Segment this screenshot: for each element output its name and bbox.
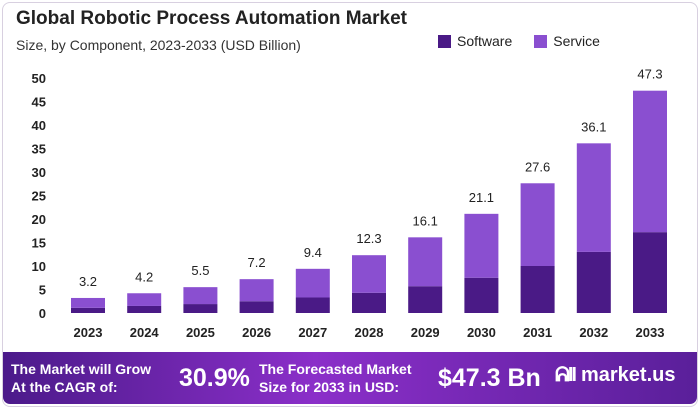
cagr-label: The Market will Grow At the CAGR of: [11, 360, 151, 396]
legend-swatch [438, 35, 451, 48]
bar-software-2023 [71, 307, 105, 313]
data-label: 12.3 [356, 231, 381, 246]
bar-service-2027 [295, 268, 330, 298]
data-label: 7.2 [248, 255, 266, 270]
legend-label: Software [457, 33, 513, 49]
legend-label: Service [553, 33, 600, 49]
bar-service-2023 [71, 297, 105, 308]
legend: Software Service [438, 33, 600, 49]
cagr-label-line: At the CAGR of: [11, 379, 118, 395]
bar-software-2027 [295, 297, 330, 313]
data-label: 4.2 [135, 269, 153, 284]
y-tick-label: 20 [32, 212, 46, 227]
y-tick-label: 10 [32, 259, 46, 274]
chart-subtitle: Size, by Component, 2023-2033 (USD Billi… [16, 37, 301, 53]
data-label: 5.5 [191, 263, 209, 278]
x-tick-label: 2026 [242, 325, 271, 340]
bar-chart: 051015202530354045503.220234.220245.5202… [32, 67, 667, 340]
bar-software-2026 [239, 301, 274, 313]
x-tick-label: 2024 [130, 325, 160, 340]
data-label: 27.6 [525, 159, 550, 174]
bar-service-2031 [520, 183, 555, 266]
brand-logo: ᕱII market.us [555, 364, 675, 387]
y-tick-label: 5 [39, 283, 46, 298]
bar-service-2028 [352, 255, 386, 293]
bar-software-2025 [183, 304, 218, 313]
brand-name: market.us [580, 364, 676, 386]
x-tick-label: 2025 [186, 325, 215, 340]
data-label: 9.4 [304, 245, 322, 260]
x-tick-label: 2033 [636, 325, 665, 340]
x-tick-label: 2030 [467, 325, 496, 340]
x-tick-label: 2027 [298, 325, 327, 340]
bar-service-2033 [633, 90, 667, 233]
forecast-label-line: The Forecasted Market [259, 361, 412, 377]
y-tick-label: 25 [32, 189, 46, 204]
chart-title: Global Robotic Process Automation Market [16, 8, 407, 29]
bar-software-2031 [520, 266, 555, 313]
bar-service-2025 [183, 287, 218, 305]
x-tick-label: 2023 [74, 325, 103, 340]
footer-banner: The Market will Grow At the CAGR of: 30.9… [3, 352, 697, 404]
data-label: 47.3 [637, 67, 662, 82]
bar-software-2033 [633, 232, 667, 313]
brand-icon: ᕱII [555, 364, 577, 386]
y-tick-label: 45 [32, 95, 46, 110]
bar-service-2024 [127, 293, 162, 306]
data-label: 36.1 [581, 119, 606, 134]
cagr-value: 30.9% [179, 364, 250, 392]
x-tick-label: 2029 [411, 325, 440, 340]
bar-service-2030 [464, 213, 499, 278]
bar-software-2029 [408, 286, 443, 313]
forecast-label: The Forecasted Market Size for 2033 in US… [259, 360, 412, 396]
legend-swatch [534, 35, 548, 48]
y-tick-label: 50 [32, 71, 46, 86]
bar-software-2030 [464, 277, 499, 313]
forecast-value: $47.3 Bn [438, 364, 541, 392]
x-tick-label: 2031 [523, 325, 552, 340]
bar-service-2032 [576, 143, 611, 252]
bar-service-2026 [239, 279, 274, 302]
y-tick-label: 0 [39, 306, 46, 321]
x-tick-label: 2028 [355, 325, 384, 340]
bar-service-2029 [408, 237, 443, 287]
y-tick-label: 40 [32, 118, 46, 133]
y-tick-label: 15 [32, 236, 46, 251]
cagr-label-line: The Market will Grow [11, 361, 152, 377]
y-tick-label: 35 [32, 142, 46, 157]
bar-software-2028 [352, 292, 386, 313]
bar-software-2032 [576, 251, 611, 313]
y-tick-label: 30 [32, 165, 46, 180]
legend-item-service: Service [534, 33, 600, 49]
data-label: 3.2 [79, 274, 97, 289]
legend-item-software: Software [438, 33, 512, 49]
data-label: 16.1 [413, 213, 438, 228]
bar-software-2024 [127, 305, 162, 313]
data-label: 21.1 [469, 190, 494, 205]
x-tick-label: 2032 [579, 325, 608, 340]
forecast-label-line: Size for 2033 in USD: [259, 379, 400, 395]
